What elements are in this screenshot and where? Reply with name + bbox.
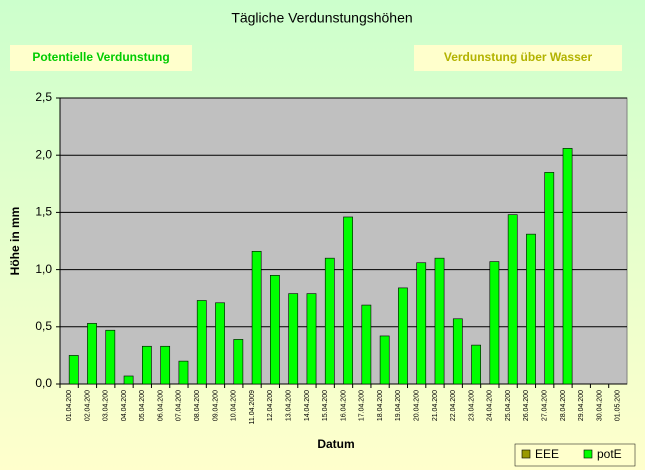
legend-label: potE [597,447,622,461]
x-tick-label: 17.04.200 [359,390,366,421]
x-tick-label: 25.04.200 [505,390,512,421]
y-tick-label: 2,0 [35,147,52,161]
x-tick-label: 01.04.200 [66,390,73,421]
legend-swatch [583,449,593,459]
bar [489,261,500,385]
x-tick-label: 07.04.200 [176,390,183,421]
x-tick-label: 27.04.200 [542,390,549,421]
bar [324,257,335,385]
x-tick-label: 02.04.200 [84,390,91,421]
bar [123,375,134,385]
chart-title: Tägliche Verdunstungshöhen [231,10,412,26]
legend [514,443,636,467]
x-tick-label: 24.04.200 [487,390,494,421]
annotation-box [10,45,192,71]
x-tick-label: 10.04.200 [231,390,238,421]
x-tick-label: 21.04.200 [432,390,439,421]
bar [562,148,573,385]
legend-label: EEE [535,447,559,461]
x-tick-label: 23.04.200 [468,390,475,421]
x-tick-label: 03.04.200 [103,390,110,421]
bar [288,293,299,385]
x-tick-label: 12.04.200 [267,390,274,421]
bar [361,304,372,385]
bar [270,275,280,385]
bar [544,172,555,385]
x-tick-label: 14.04.200 [304,390,311,421]
x-tick-label: 26.04.200 [523,390,530,421]
bar [251,250,262,385]
bar [160,345,171,385]
x-tick-label: 11.04.2009 [249,390,256,425]
y-tick-label: 1,5 [35,205,52,219]
y-tick-label: 1,0 [35,262,52,276]
annotation: Potentielle Verdunstung [32,50,169,64]
bar [434,257,445,385]
x-tick-label: 09.04.200 [212,390,219,421]
bar [379,335,390,385]
x-tick-label: 04.04.200 [121,390,128,421]
bar [306,293,317,385]
x-tick-label: 30.04.200 [596,390,603,421]
bar [105,329,116,385]
bar [196,300,207,385]
bar [68,355,79,385]
annotation: Verdunstung über Wasser [444,50,593,64]
bar [398,287,408,385]
bar [343,216,353,385]
y-tick-label: 0,0 [35,376,52,390]
bar [471,344,481,385]
x-tick-label: 08.04.200 [194,390,201,421]
bar [233,339,244,385]
x-tick-label: 06.04.200 [157,390,164,421]
bar [215,302,225,385]
x-tick-label: 16.04.200 [340,390,347,421]
bar [526,233,536,385]
y-tick-label: 2,5 [35,90,52,104]
x-axis-label: Datum [317,437,354,451]
bar [178,360,189,385]
annotation-box [414,45,622,71]
y-axis-label: Höhe in mm [8,207,22,276]
bar [507,214,518,385]
bar [416,262,427,385]
y-tick-label: 0,5 [35,319,52,333]
bar [142,345,152,385]
x-tick-label: 05.04.200 [139,390,146,421]
bar [87,323,97,385]
x-tick-label: 19.04.200 [395,390,402,421]
legend-swatch [521,449,531,459]
x-tick-label: 15.04.200 [322,390,329,421]
x-tick-label: 13.04.200 [285,390,292,421]
x-tick-label: 22.04.200 [450,390,457,421]
x-tick-label: 29.04.200 [578,390,585,421]
x-tick-label: 20.04.200 [414,390,421,421]
x-tick-label: 01.05.200 [615,390,622,421]
x-tick-label: 28.04.200 [560,390,567,421]
x-tick-label: 18.04.200 [377,390,384,421]
bar [452,318,463,385]
